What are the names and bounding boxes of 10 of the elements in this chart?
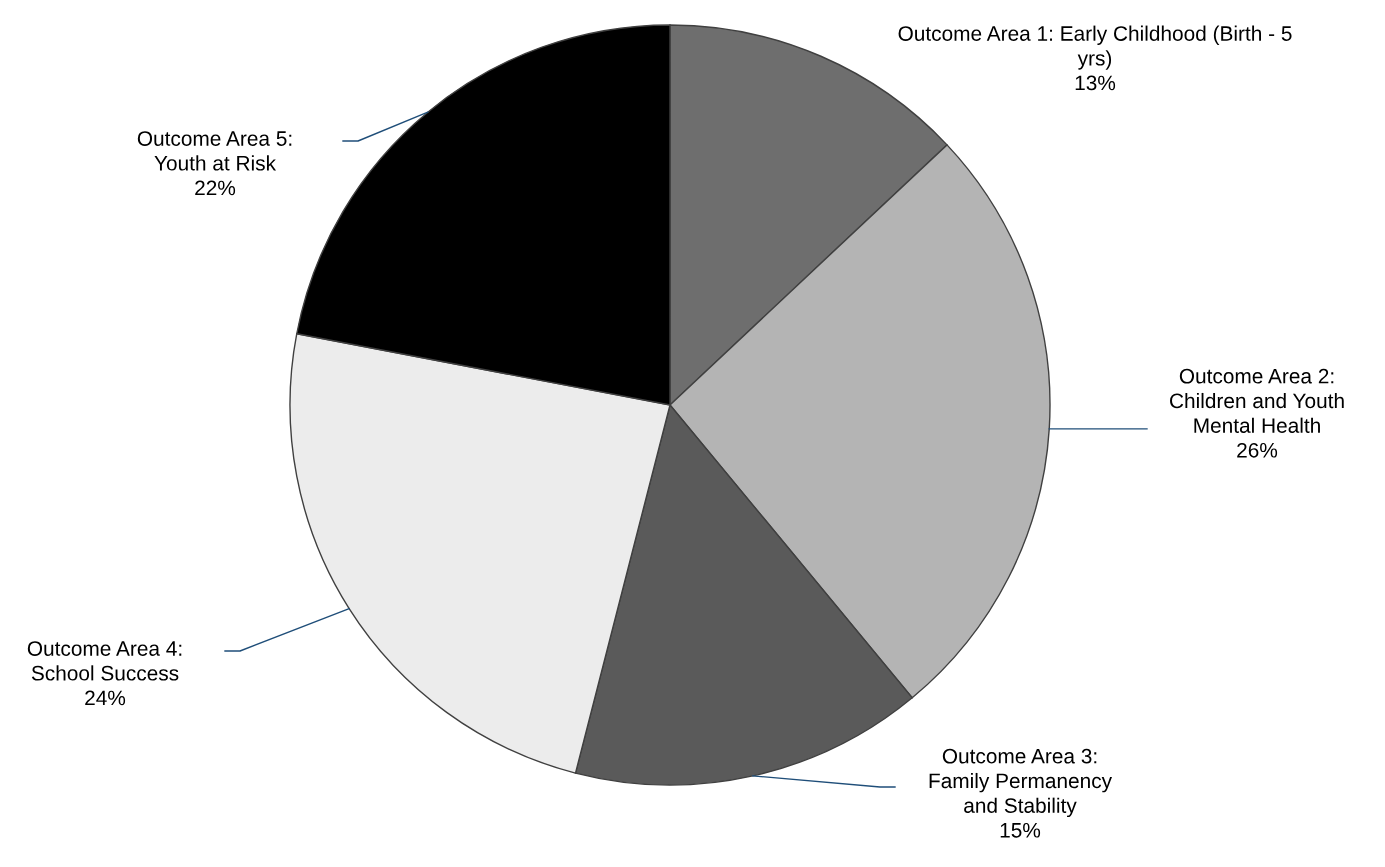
data-label: 24% xyxy=(85,690,126,706)
data-label: 15% xyxy=(1000,822,1041,838)
slice-label: Outcome Area 4: School Success xyxy=(27,641,182,681)
slice-label: Outcome Area 3: Family Permanency and Stability xyxy=(929,748,1113,818)
data-label: 26% xyxy=(1237,442,1278,458)
data-label: 13% xyxy=(1075,75,1116,91)
slice-label: Outcome Area 5: Youth at Risk xyxy=(137,131,292,171)
slice-label: Outcome Area 2: Children and Youth Mental Health xyxy=(1170,368,1344,433)
slice-label: Outcome Area 1: Early Childhood (Birth - 5 yrs) xyxy=(898,25,1292,70)
data-label: 22% xyxy=(195,180,236,196)
